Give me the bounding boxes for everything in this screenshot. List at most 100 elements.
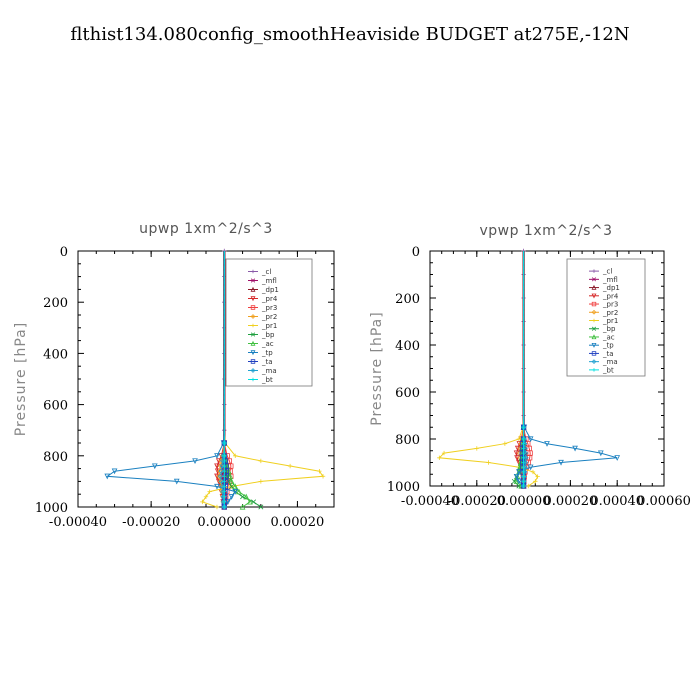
series-point-pr1 (317, 468, 322, 474)
series-point-tp (173, 478, 180, 485)
y-axis-label: Pressure [hPa] (13, 322, 29, 436)
legend-entry: _mfl (602, 276, 618, 284)
series-point-ta (221, 504, 227, 510)
figure-title: flthist134.080config_smoothHeaviside BUD… (70, 24, 629, 45)
series-point-bt (222, 453, 227, 458)
series-point-pr2 (217, 468, 223, 474)
series-point-pr1 (486, 460, 491, 465)
series-point-bt (521, 436, 526, 442)
y-tick-label: 400 (395, 339, 420, 354)
series-point-tp (516, 469, 522, 475)
legend-entry: _pr4 (602, 292, 619, 300)
legend-marker (250, 340, 256, 346)
legend-marker (250, 278, 256, 283)
series-point-bt (521, 441, 526, 446)
legend-marker (250, 305, 256, 310)
series-point-pr1 (320, 474, 326, 479)
legend-marker (591, 277, 597, 282)
y-tick-label: 0 (60, 245, 68, 260)
legend-marker (250, 286, 256, 292)
legend-entry: _pr1 (602, 317, 618, 325)
legend-marker (591, 334, 597, 340)
series-point-ac (239, 503, 246, 510)
series-point-pr1 (441, 450, 447, 456)
legend-entry: _pr3 (602, 301, 618, 309)
series-point-tp (558, 459, 564, 466)
series-point-bt (521, 460, 526, 465)
legend-entry: _pr1 (261, 322, 277, 330)
series-point-bt (222, 489, 227, 494)
series-point-tp (214, 453, 220, 459)
series-point-ma (218, 478, 225, 485)
legend-entry: _pr3 (261, 304, 277, 312)
y-tick-label: 200 (395, 292, 420, 307)
series-point-ta (221, 440, 227, 446)
series-point-pr4 (215, 458, 222, 465)
legend-marker (250, 332, 256, 337)
series-point-tp (214, 483, 220, 490)
series-point-pr4 (514, 445, 521, 452)
series-point-pr2 (216, 473, 222, 480)
y-tick-label: 800 (395, 433, 420, 448)
series-point-tp (597, 450, 604, 457)
series-point-bt (222, 494, 227, 499)
series-point-tp (228, 494, 235, 500)
series-point-bt (521, 483, 526, 489)
legend-marker (592, 269, 596, 273)
series-point-ma (220, 453, 227, 459)
series-point-tp (527, 436, 534, 443)
y-tick-label: 200 (43, 296, 68, 311)
series-point-pr2 (217, 463, 224, 469)
y-tick-label: 400 (43, 347, 68, 362)
series-point-tp (513, 474, 520, 480)
y-tick-label: 600 (395, 386, 420, 401)
series-point-ma (521, 440, 528, 447)
legend-entry: _ma (261, 367, 277, 375)
legend-marker (591, 359, 597, 365)
legend-marker (591, 326, 597, 331)
series-point-ta (521, 483, 527, 489)
legend-marker (250, 296, 256, 302)
series-point-bt (222, 458, 227, 464)
legend-marker (250, 350, 256, 356)
series-point-bt (222, 479, 227, 484)
y-tick-label: 1000 (35, 501, 68, 516)
x-tick-label: 0.00060 (637, 494, 691, 509)
series-point-pr1 (200, 499, 205, 505)
series-point-ma (219, 483, 225, 490)
series-point-ac (243, 493, 250, 500)
series-point-bt (222, 484, 227, 489)
x-tick-label: -0.00020 (448, 494, 506, 509)
series-point-ma (219, 463, 225, 469)
series-point-pr1 (437, 455, 442, 460)
x-tick-label: 0.00020 (271, 515, 325, 530)
x-tick-label: -0.00040 (49, 515, 107, 530)
series-point-bt (222, 499, 227, 505)
upwp-panel: upwp 1xm^2/s^3 Pressure [hPa] 0 200 400 600 80… (13, 221, 335, 530)
series-point-tp (151, 463, 158, 470)
y-axis-label: Pressure [hPa] (369, 311, 385, 425)
series-point-ac (232, 483, 239, 490)
legend-marker (251, 377, 255, 382)
legend-entry: _dp1 (261, 286, 279, 294)
series-point-tp (527, 464, 534, 471)
legend-marker (591, 309, 597, 315)
x-tick-label: 0.00020 (544, 494, 598, 509)
series-point-pr1 (287, 463, 293, 469)
series-point-bt (222, 468, 227, 474)
series-point-pr1 (474, 446, 479, 451)
series-point-ma (521, 469, 528, 475)
series-point-pr1 (233, 453, 238, 458)
series-point-bt (521, 469, 526, 475)
legend-marker (251, 323, 255, 328)
legend-marker (591, 342, 597, 348)
legend-entry: _tp (602, 342, 614, 350)
series-point-bt (521, 465, 526, 470)
legend-marker (250, 368, 256, 373)
series-point-tp (614, 455, 621, 461)
series-point-ma (220, 499, 227, 505)
series-point-ac (236, 488, 242, 495)
legend-marker (591, 301, 597, 307)
series-point-pr1 (258, 458, 264, 464)
series-point-pr1 (516, 436, 522, 442)
